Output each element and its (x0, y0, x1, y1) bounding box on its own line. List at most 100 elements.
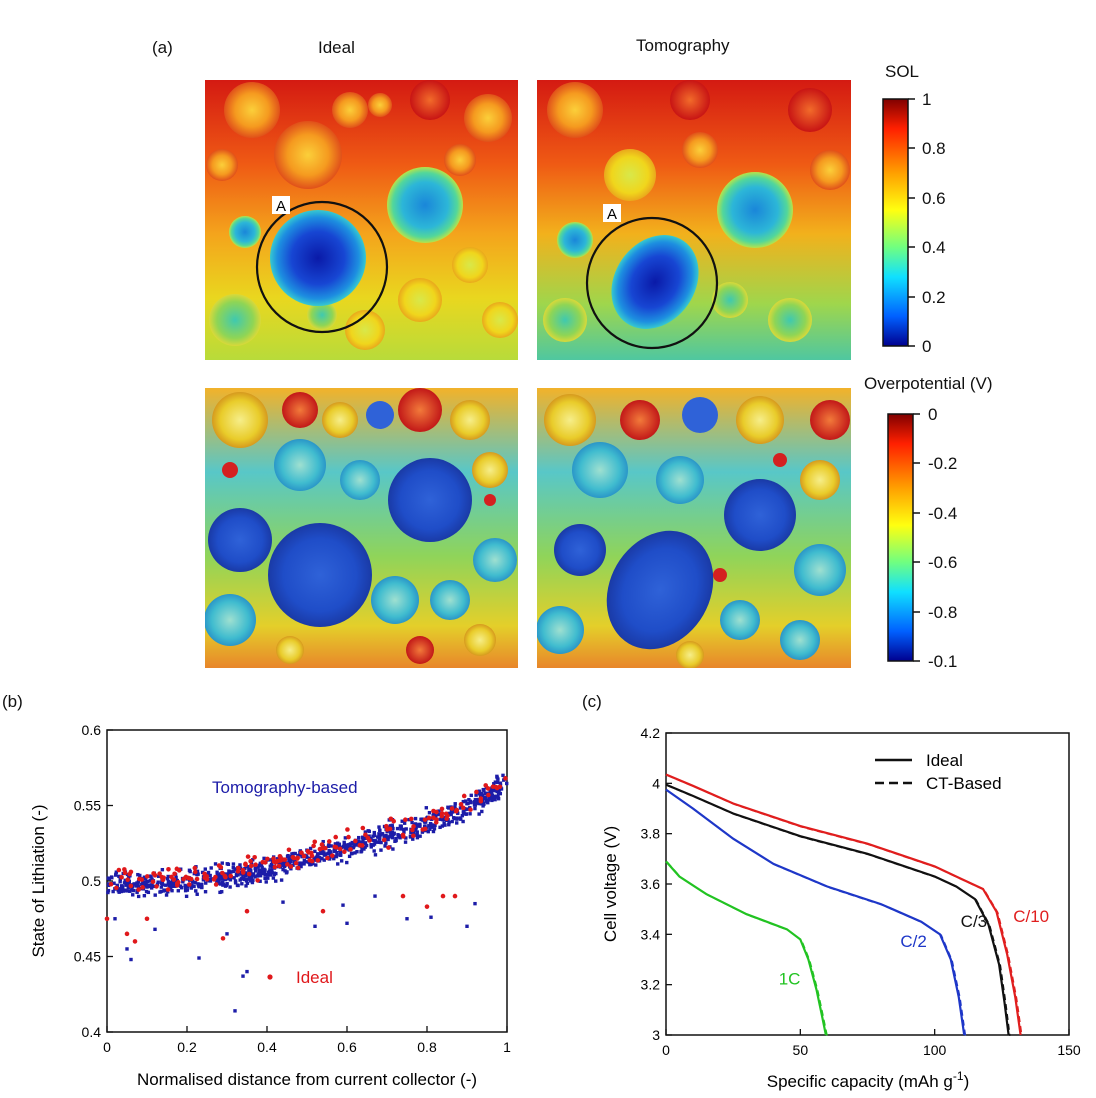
tomography-point (191, 879, 195, 884)
y-tick-label-c: 3 (652, 1027, 660, 1043)
tomography-point (300, 861, 304, 866)
tomography-point (404, 827, 408, 831)
tomography-point (461, 799, 466, 804)
ideal-point (240, 867, 246, 873)
tomography-point (373, 853, 378, 857)
tomography-point (384, 833, 388, 838)
tomography-point (112, 881, 116, 885)
tomography-point (176, 889, 181, 893)
ideal-point (166, 866, 171, 872)
tomography-point (204, 881, 208, 885)
ideal-point (202, 871, 207, 877)
ideal-point (282, 857, 288, 862)
ideal-point (431, 815, 436, 821)
tomography-point (167, 883, 172, 887)
tomography-point (411, 837, 415, 841)
ideal-point (333, 834, 339, 840)
tomography-point (269, 868, 274, 872)
tomography-point (251, 858, 255, 862)
sol-colorbar-title: SOL (885, 62, 920, 81)
series-line-solid (665, 773, 1022, 1036)
op-tick-minus-0-4: -0.4 (928, 504, 958, 523)
ideal-point (329, 853, 335, 858)
tomography-point (187, 868, 192, 872)
ideal-point (478, 796, 484, 801)
x-tick-label-c: 150 (1057, 1042, 1081, 1058)
ideal-point (246, 871, 252, 877)
tomography-point (332, 849, 336, 854)
tomography-point (407, 817, 411, 822)
tomography-point (262, 856, 266, 861)
tomography-point (485, 799, 489, 803)
tomography-point (314, 856, 319, 860)
tomography-point (160, 881, 164, 885)
tomography-point (114, 873, 118, 877)
tomography-point (195, 892, 199, 896)
tomography-sol-image (537, 80, 851, 360)
tomography-point (447, 822, 451, 827)
tomography-point (121, 889, 126, 893)
tomography-point (171, 884, 175, 889)
tomography-point (372, 842, 377, 846)
tomography-point (123, 880, 127, 885)
ideal-point (273, 860, 279, 865)
tomography-point (479, 791, 484, 796)
x-tick-label-b: 0.6 (337, 1039, 357, 1055)
ideal-point (228, 873, 234, 879)
x-axis-label-b: Normalised distance from current collect… (137, 1070, 477, 1089)
y-tick-label-b: 0.5 (82, 873, 102, 889)
tomography-point (220, 861, 224, 865)
tomography-point (400, 819, 404, 823)
ideal-point (474, 789, 479, 795)
tomography-point (266, 876, 270, 880)
ideal-point (151, 871, 156, 876)
tomography-point (225, 882, 229, 886)
tomography-point (505, 781, 509, 786)
tomography-point (394, 836, 398, 841)
tomography-point (469, 800, 473, 805)
ideal-point (276, 863, 282, 869)
tomography-point (302, 858, 307, 863)
tomography-point (291, 863, 295, 867)
discharge-lines (665, 773, 1023, 1036)
ideal-point (410, 827, 415, 833)
tomography-point (281, 867, 285, 872)
tomography-point (480, 809, 484, 814)
ideal-point (332, 844, 338, 850)
tomography-point (206, 870, 211, 875)
tomography-point (363, 841, 367, 846)
tomography-point (362, 836, 366, 841)
ideal-point (248, 863, 254, 869)
tomography-point (119, 889, 124, 894)
tomography-point (318, 856, 322, 861)
ideal-point (483, 783, 489, 788)
panel-c-label: (c) (582, 692, 602, 711)
tomography-point (290, 852, 294, 856)
tomography-point (106, 888, 111, 893)
ideal-point (453, 808, 459, 814)
tomography-point (228, 878, 233, 882)
sol-tick-1: 1 (922, 90, 932, 109)
ideal-point (400, 893, 406, 899)
ideal-point (265, 856, 270, 862)
tomography-point (241, 974, 245, 978)
tomography-point (392, 831, 396, 836)
tomography-point (142, 875, 147, 879)
tomography-point (481, 804, 485, 808)
tomography-point (283, 869, 287, 873)
tomography-point (144, 889, 149, 894)
panel-b-label: (b) (2, 692, 23, 711)
rate-label: C/3 (961, 912, 987, 931)
tomography-point (263, 868, 267, 872)
tomography-point (451, 816, 456, 820)
panel-a-label: (a) (152, 38, 173, 57)
tomography-point (225, 862, 229, 866)
tomography-point (427, 824, 431, 828)
tomography-point (174, 875, 178, 880)
tomography-point (428, 821, 433, 826)
tomography-point (226, 877, 230, 881)
tomography-point (391, 826, 395, 831)
ideal-point (183, 874, 189, 880)
ideal-point (235, 869, 241, 874)
tomography-point (240, 882, 244, 886)
